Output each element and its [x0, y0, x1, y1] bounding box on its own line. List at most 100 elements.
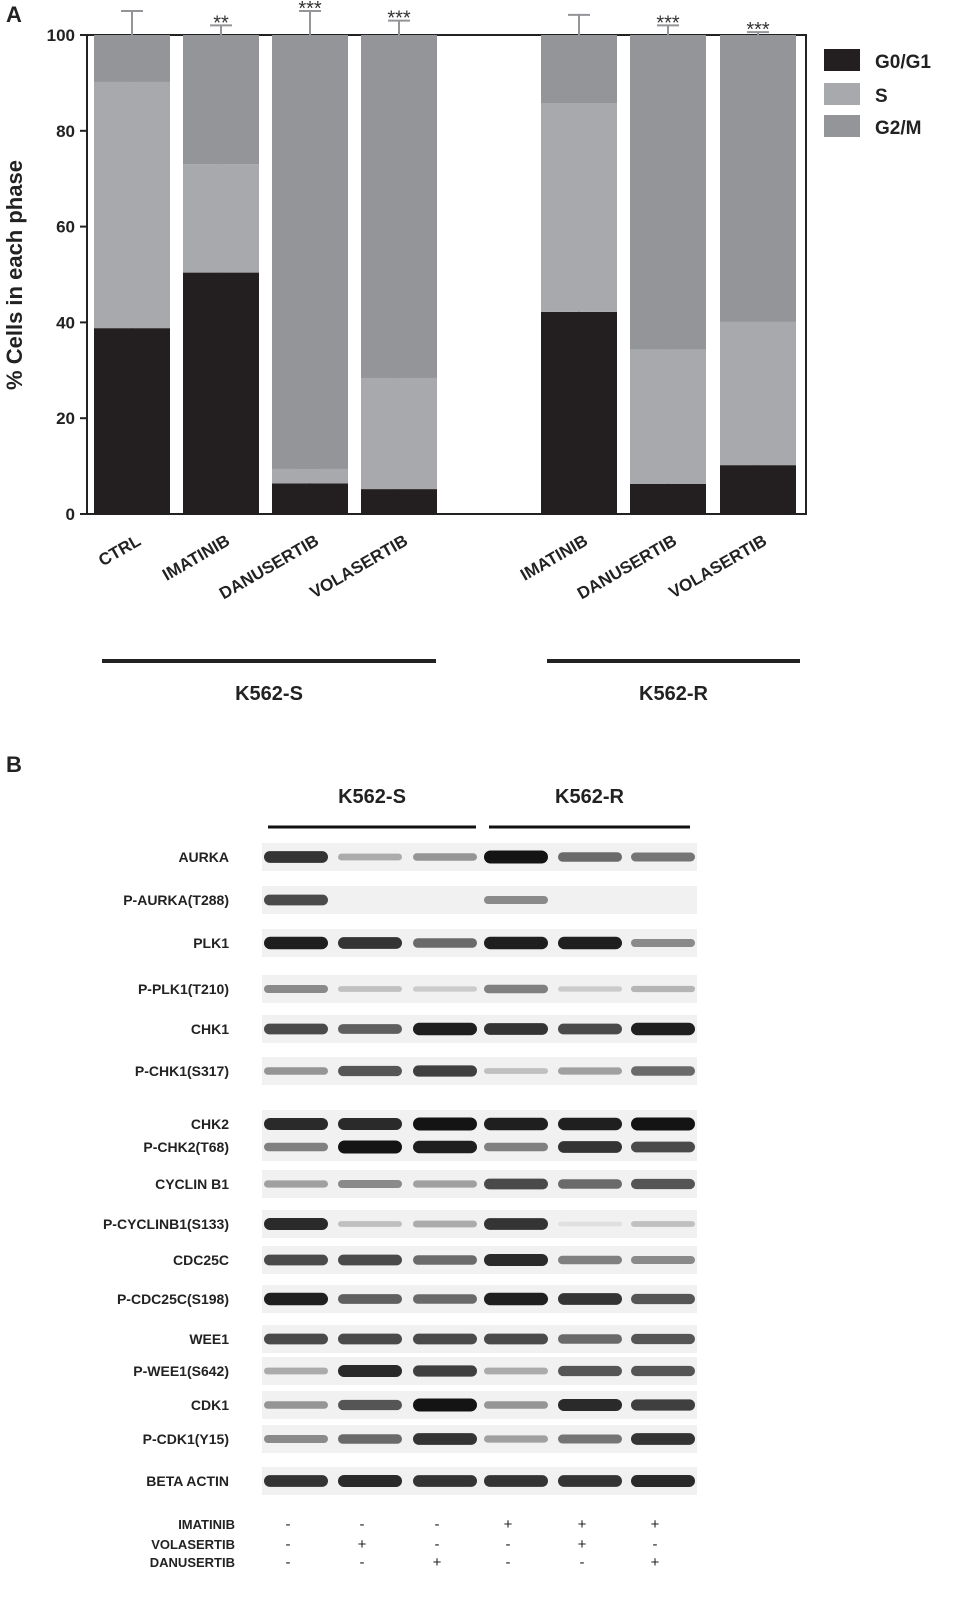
- blot-band: [558, 1365, 622, 1377]
- blot-band: [413, 1140, 477, 1154]
- blot-band: [264, 1142, 328, 1152]
- legend-label: S: [875, 86, 888, 107]
- blot-band: [484, 1178, 548, 1190]
- treatment-sign: -: [506, 1536, 511, 1553]
- blot-band: [264, 984, 328, 994]
- blot-band: [264, 894, 328, 906]
- blot-strip: [262, 1210, 697, 1238]
- legend-swatch: [824, 49, 860, 71]
- panel-a-letter: A: [6, 2, 22, 27]
- y-tick-label: 60: [56, 218, 75, 237]
- significance-label: **: [213, 12, 229, 34]
- blot-band: [338, 1024, 402, 1034]
- blot-band: [413, 1398, 477, 1412]
- blot-strip: [262, 1170, 697, 1198]
- bar-s-0: [94, 81, 170, 329]
- legend-label: G2/M: [875, 118, 921, 139]
- blot-strip: [262, 1133, 697, 1161]
- blot-strip: [262, 1425, 697, 1453]
- blot-band: [631, 1255, 695, 1265]
- western-blot: K562-S K562-R AURKA P-AURKA(T288) PLK1 P-PLK1…: [103, 786, 697, 1571]
- significance-label: ***: [387, 8, 411, 30]
- blot-band: [631, 1178, 695, 1190]
- blot-band: [264, 1367, 328, 1375]
- blot-band: [631, 1066, 695, 1076]
- x-tick-label: VOLASERTIB: [307, 531, 411, 602]
- blot-band: [338, 1399, 402, 1411]
- bar-g0g1-0: [94, 328, 170, 514]
- x-tick-label: DANUSERTIB: [574, 531, 680, 603]
- blot-strip: [262, 1057, 697, 1085]
- blot-band: [558, 1067, 622, 1075]
- treatment-label: IMATINIB: [178, 1517, 235, 1532]
- blot-band: [631, 1221, 695, 1227]
- blot-band: [558, 986, 622, 992]
- blot-band: [338, 1364, 402, 1378]
- blot-band: [413, 1365, 477, 1377]
- protein-label: CHK1: [191, 1021, 229, 1037]
- bar-g0g1-1: [183, 272, 259, 514]
- blot-band: [631, 1333, 695, 1345]
- blot-strip: [262, 1467, 697, 1495]
- blot-band: [558, 1023, 622, 1035]
- blot-band: [264, 1401, 328, 1409]
- treatment-sign: +: [578, 1536, 587, 1553]
- blot-band: [558, 1117, 622, 1131]
- treatment-sign: -: [286, 1536, 291, 1553]
- bar-s-3: [361, 377, 437, 490]
- blot-band: [631, 985, 695, 993]
- treatment-sign: -: [286, 1554, 291, 1571]
- blot-band: [631, 1433, 695, 1445]
- protein-label: WEE1: [189, 1331, 229, 1347]
- panel-a: A 0 20 40 60 80 100 % Cells in each phase CTRL *…: [0, 0, 969, 740]
- bar-g0g1-5: [630, 483, 706, 514]
- significance-label: ***: [656, 12, 680, 34]
- blot-band: [338, 1474, 402, 1488]
- blot-band: [264, 851, 328, 863]
- blot-strip: [262, 1015, 697, 1043]
- blot-band: [484, 1117, 548, 1131]
- blot-band: [413, 1065, 477, 1077]
- blot-strip: [262, 975, 697, 1003]
- bar-g2m-6: [720, 35, 796, 322]
- treatment-label: DANUSERTIB: [150, 1555, 235, 1570]
- bar-s-1: [183, 164, 259, 273]
- protein-label: P-CYCLINB1(S133): [103, 1216, 229, 1232]
- blot-band: [264, 1434, 328, 1444]
- treatment-sign: +: [358, 1536, 367, 1553]
- y-tick-label: 80: [56, 122, 75, 141]
- protein-label: P-CHK1(S317): [135, 1063, 229, 1079]
- treatment-sign: -: [286, 1516, 291, 1533]
- y-tick-label: 0: [66, 505, 75, 524]
- significance-label: ***: [746, 19, 770, 41]
- y-tick-label: 40: [56, 313, 75, 332]
- protein-label: PLK1: [193, 935, 229, 951]
- blot-band: [631, 1365, 695, 1377]
- blot-band: [264, 1217, 328, 1231]
- blot-band: [338, 1434, 402, 1444]
- treatment-sign: +: [651, 1516, 660, 1533]
- protein-label: P-PLK1(T210): [138, 981, 229, 997]
- blot-band: [631, 1117, 695, 1131]
- blot-band: [631, 1293, 695, 1305]
- blot-band: [558, 1475, 622, 1487]
- blot-band: [338, 1221, 402, 1227]
- blot-band: [558, 1293, 622, 1305]
- blot-band: [413, 1475, 477, 1487]
- blot-band: [264, 1117, 328, 1131]
- blot-group-label: K562-S: [338, 786, 406, 808]
- blot-band: [338, 1179, 402, 1189]
- blot-band: [484, 1068, 548, 1074]
- bar-g2m-3: [361, 35, 437, 378]
- blot-strip: [262, 1246, 697, 1274]
- protein-label: CYCLIN B1: [155, 1176, 229, 1192]
- blot-band: [413, 1255, 477, 1265]
- treatment-sign: +: [578, 1516, 587, 1533]
- treatment-sign: +: [651, 1554, 660, 1571]
- blot-band: [484, 1253, 548, 1267]
- blot-band: [264, 1023, 328, 1035]
- y-tick-label: 100: [47, 26, 75, 45]
- bar-g0g1-2: [272, 483, 348, 514]
- protein-label: CHK2: [191, 1116, 229, 1132]
- blot-band: [338, 1140, 402, 1154]
